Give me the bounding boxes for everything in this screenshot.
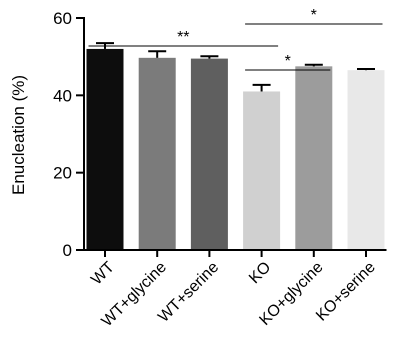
bar-wt: [86, 48, 124, 250]
bar-ko-plus-serine: [347, 70, 385, 250]
bar-ko: [243, 91, 281, 250]
y-axis-title: Enucleation (%): [9, 75, 28, 195]
y-tick-label: 20: [53, 164, 72, 183]
x-tick-label: WT: [88, 259, 118, 289]
significance-label: *: [311, 7, 317, 24]
y-tick-label: 60: [53, 9, 72, 28]
x-tick-label: KO: [246, 259, 274, 287]
y-tick-label: 0: [63, 241, 72, 260]
bar-ko-plus-glycine: [295, 66, 333, 250]
bar-wt-plus-serine: [190, 58, 228, 250]
significance-label: *: [285, 53, 291, 70]
bar-wt-plus-glycine: [138, 57, 176, 251]
significance-label: **: [177, 29, 189, 46]
y-tick-label: 40: [53, 86, 72, 105]
